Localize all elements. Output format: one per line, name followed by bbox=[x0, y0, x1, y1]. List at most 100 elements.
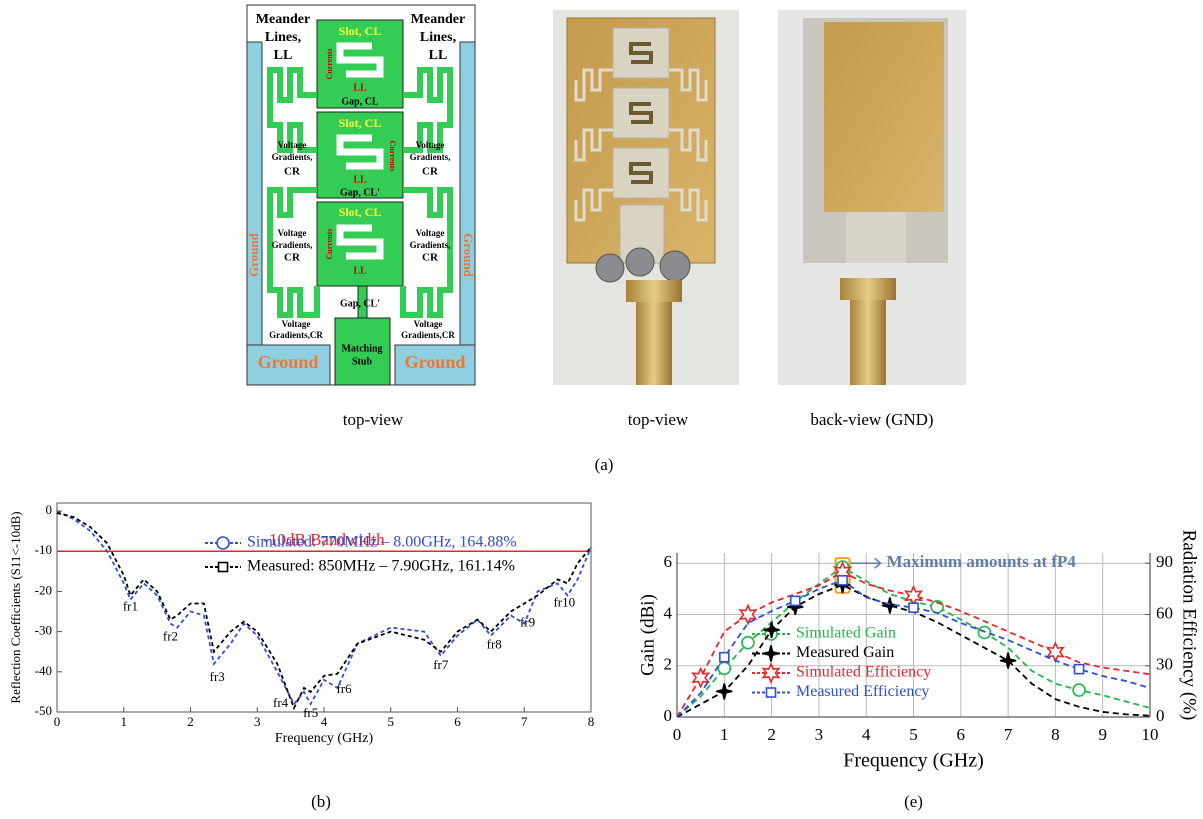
x-axis-label: Frequency (GHz) bbox=[275, 731, 374, 746]
meander-line bbox=[267, 67, 317, 153]
legend-marker bbox=[216, 536, 230, 550]
panel-label: (a) bbox=[595, 455, 614, 474]
meander-line bbox=[403, 67, 453, 153]
diagram-label: Ground bbox=[246, 232, 261, 277]
diagram-label: Slot, CL bbox=[339, 116, 382, 130]
legend-label: Measured Efficiency bbox=[796, 683, 929, 700]
diagram-label: Slot, CL bbox=[339, 205, 382, 219]
marker bbox=[881, 597, 899, 614]
connector bbox=[636, 302, 672, 385]
x-tick-label: 0 bbox=[673, 725, 682, 744]
y-axis-label: Reflection Coefficients (S11<-10dB) bbox=[8, 511, 23, 703]
x-tick-label: 4 bbox=[321, 714, 328, 729]
diagram-label: LL bbox=[429, 48, 448, 63]
ground-plane bbox=[824, 22, 944, 212]
series-line bbox=[56, 512, 592, 711]
x-axis-label: Frequency (GHz) bbox=[843, 750, 984, 772]
x-tick-label: 9 bbox=[1098, 725, 1107, 744]
diagram-label: LL bbox=[353, 82, 367, 93]
resonance-label: fr10 bbox=[553, 594, 575, 609]
diagram-label: Gradients,CR bbox=[269, 330, 323, 340]
y-tick-label: -10 bbox=[35, 542, 52, 557]
connector bbox=[850, 300, 886, 385]
slot bbox=[336, 42, 384, 78]
diagram-label: Ground bbox=[405, 352, 466, 372]
resonance-label: fr6 bbox=[336, 681, 352, 696]
diagram-label: Ground bbox=[461, 233, 476, 278]
meander bbox=[574, 68, 613, 222]
slot bbox=[629, 42, 653, 64]
y2-tick-label: 0 bbox=[1156, 706, 1165, 725]
x-tick-label: 7 bbox=[521, 714, 528, 729]
x-tick-label: 3 bbox=[815, 725, 824, 744]
y-tick-label: 2 bbox=[664, 655, 673, 674]
x-tick-label: 6 bbox=[454, 714, 461, 729]
caption: back-view (GND) bbox=[810, 410, 933, 429]
y2-tick-label: 60 bbox=[1156, 603, 1173, 622]
solder-joint bbox=[595, 253, 625, 283]
series-line bbox=[56, 510, 592, 706]
x-tick-label: 1 bbox=[121, 714, 128, 729]
marker bbox=[837, 575, 848, 586]
diagram-label: Voltage bbox=[416, 228, 445, 238]
y-tick-label: -30 bbox=[35, 623, 52, 638]
marker bbox=[763, 621, 780, 639]
resonance-label: fr8 bbox=[487, 637, 502, 652]
chart: -50 -40 -30 -20 -10 0 0 1 2 3 4 5 6 7 8 Frequency (GHz)… bbox=[8, 502, 594, 811]
diagram-label: Gradients,CR bbox=[401, 330, 455, 340]
marker bbox=[716, 683, 733, 700]
diagram-label: LL bbox=[353, 174, 367, 185]
legend-marker bbox=[765, 687, 777, 698]
y-tick-label: 4 bbox=[664, 603, 673, 622]
unit-cells bbox=[316, 19, 404, 287]
photo-back bbox=[778, 10, 966, 385]
y2-axis-label: Radiation Efficiency (%) bbox=[1179, 530, 1200, 721]
caption: top-view bbox=[628, 410, 689, 429]
y-tick-label: 6 bbox=[664, 552, 673, 571]
legend-label: Measured: 850MHz – 7.90GHz, 161.14% bbox=[247, 558, 515, 575]
x-tick-label: 10 bbox=[1142, 725, 1159, 744]
marker bbox=[1073, 663, 1085, 675]
x-tick-label: 2 bbox=[187, 714, 194, 729]
diagram-label: Meander bbox=[411, 12, 465, 27]
legend-label: Measured Gain bbox=[796, 644, 894, 661]
annotation: Maximum amounts at fP4 bbox=[887, 552, 1077, 571]
marker bbox=[717, 661, 732, 676]
x-tick-label: 5 bbox=[388, 714, 395, 729]
ground-plane bbox=[246, 344, 331, 386]
diagram-label: Lines, bbox=[420, 30, 456, 45]
resonance-label: fr5 bbox=[303, 705, 318, 720]
annotation-arrow bbox=[850, 557, 882, 569]
y-tick-label: -50 bbox=[35, 703, 52, 718]
cells bbox=[612, 27, 670, 264]
solder-joint bbox=[659, 250, 691, 282]
slot bbox=[336, 134, 384, 170]
x-tick-label: 3 bbox=[254, 714, 261, 729]
x-tick-label: 8 bbox=[588, 714, 595, 729]
marker bbox=[908, 602, 919, 613]
marker bbox=[718, 651, 730, 663]
x-tick-label: 1 bbox=[720, 725, 729, 744]
diagram-label: Gradients, bbox=[410, 240, 451, 250]
legend-label: Simulated Gain bbox=[796, 625, 896, 642]
legend-marker bbox=[217, 561, 229, 573]
diagram-label: LL bbox=[274, 48, 293, 63]
y-tick-label: -40 bbox=[35, 663, 52, 678]
slot bbox=[629, 102, 653, 124]
resonance-label: fr3 bbox=[210, 669, 225, 684]
photo-top bbox=[553, 10, 739, 385]
legend-label: Simulated Efficiency bbox=[796, 664, 931, 681]
cell bbox=[612, 147, 670, 199]
meander-line bbox=[267, 187, 320, 318]
unit-cell bbox=[316, 19, 404, 109]
diagram-label: Stub bbox=[352, 356, 372, 367]
diagram-label: Currents bbox=[325, 229, 334, 260]
diagram-label: Lines, bbox=[265, 30, 301, 45]
meanders bbox=[574, 68, 708, 222]
diagram-label: Meander bbox=[256, 12, 310, 27]
x-tick-label: 5 bbox=[909, 725, 918, 744]
diagram-label: LL bbox=[353, 265, 367, 276]
solder-joint bbox=[625, 247, 655, 277]
diagram-label: Voltage bbox=[414, 319, 443, 329]
